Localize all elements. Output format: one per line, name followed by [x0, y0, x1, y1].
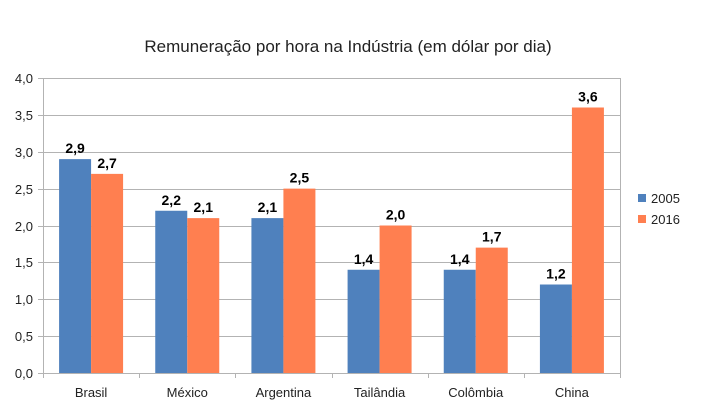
x-tick-label: China: [555, 385, 590, 400]
chart-title: Remuneração por hora na Indústria (em dó…: [144, 37, 551, 56]
data-label: 1,4: [354, 251, 374, 267]
y-tick-label: 3,0: [15, 145, 33, 160]
bar-2005: [155, 210, 188, 373]
x-tick-label: Brasil: [75, 385, 108, 400]
y-tick-label: 1,5: [15, 255, 33, 270]
bar-2016: [187, 218, 220, 373]
data-label: 2,1: [194, 199, 214, 215]
data-label: 2,9: [65, 140, 85, 156]
bar-2016: [283, 188, 316, 373]
y-tick-label: 4,0: [15, 71, 33, 86]
legend-swatch-2016: [638, 215, 646, 223]
bar-2016: [475, 247, 508, 373]
gridlines: [43, 78, 621, 374]
data-label: 1,7: [482, 229, 502, 245]
legend-swatch-2005: [638, 194, 646, 202]
legend-label: 2005: [651, 191, 680, 206]
bar-2005: [251, 218, 284, 373]
y-tick-label: 3,5: [15, 108, 33, 123]
bar-2016: [379, 225, 412, 373]
data-label: 3,6: [578, 89, 598, 105]
x-tick-label: Tailândia: [354, 385, 406, 400]
legend-label: 2016: [651, 212, 680, 227]
bar-2016: [571, 107, 604, 373]
data-label: 2,0: [386, 207, 406, 223]
x-tick-label: México: [167, 385, 208, 400]
x-tick-label: Argentina: [256, 385, 312, 400]
bar-2005: [443, 269, 476, 373]
x-tick-label: Colômbia: [448, 385, 504, 400]
y-axis: 0,0 0,5 1,0 1,5 2,0 2,5 3,0 3,5 4,0: [15, 71, 44, 381]
bar-2005: [539, 284, 572, 373]
y-tick-label: 1,0: [15, 292, 33, 307]
bars: 2,9 2,7 2,2 2,1 2,1 2,5 1,4 2,0 1,4 1,7 1,2 3,6: [59, 89, 604, 373]
y-tick-label: 2,0: [15, 219, 33, 234]
data-label: 1,2: [546, 266, 566, 282]
data-label: 2,2: [162, 192, 182, 208]
bar-2005: [347, 269, 380, 373]
x-axis: Brasil México Argentina Tailândia Colômbia Ch…: [43, 373, 621, 400]
y-tick-label: 0,5: [15, 329, 33, 344]
bar-2005: [59, 159, 92, 373]
data-label: 2,5: [290, 170, 310, 186]
y-tick-label: 2,5: [15, 182, 33, 197]
data-label: 2,7: [97, 155, 117, 171]
y-tick-label: 0,0: [15, 366, 33, 381]
legend: 2005 2016: [638, 191, 680, 227]
bar-2016: [91, 173, 124, 373]
data-label: 2,1: [258, 199, 278, 215]
data-label: 1,4: [450, 251, 470, 267]
